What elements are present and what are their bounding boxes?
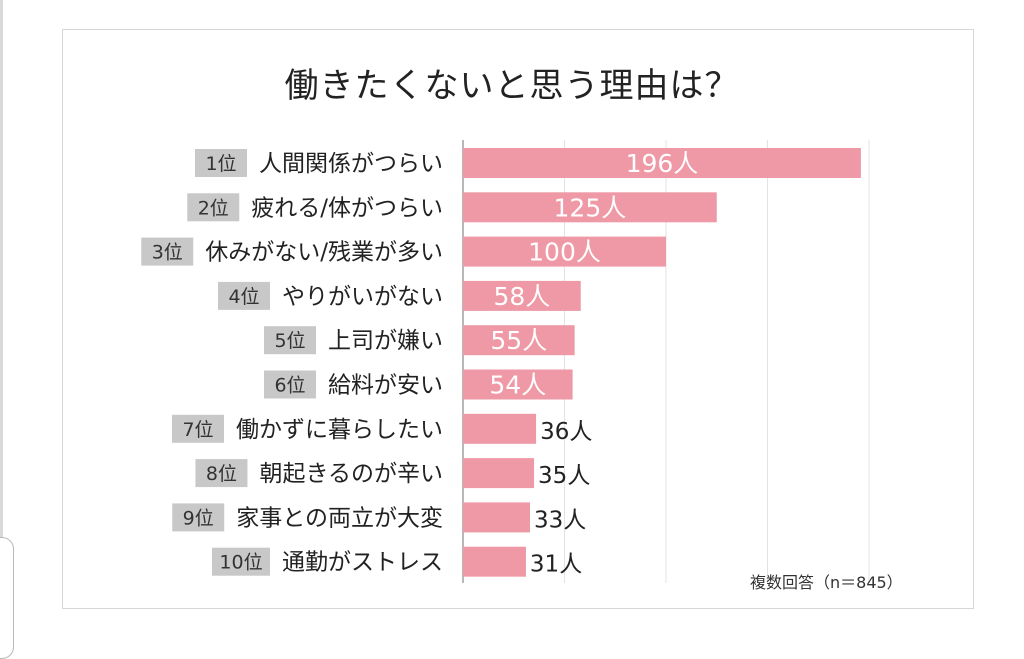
bar bbox=[463, 192, 717, 223]
value-label: 33人 bbox=[534, 507, 586, 533]
rank-label: 4位 bbox=[228, 286, 259, 308]
category-label: 働かずに暮らしたい bbox=[236, 417, 443, 443]
rank-label: 1位 bbox=[205, 153, 236, 175]
rank-label: 10位 bbox=[219, 552, 262, 574]
category-label: やりがいがない bbox=[282, 284, 443, 310]
category-label: 休みがない/残業が多い bbox=[205, 240, 443, 266]
value-label: 54人 bbox=[489, 371, 546, 400]
category-label: 人間関係がつらい bbox=[259, 151, 443, 177]
rank-label: 5位 bbox=[274, 330, 305, 352]
category-label: 家事との両立が大変 bbox=[236, 505, 443, 531]
category-label: 疲れる/体がつらい bbox=[251, 195, 443, 221]
rank-label: 6位 bbox=[274, 375, 305, 397]
value-label: 35人 bbox=[538, 463, 590, 489]
value-label: 36人 bbox=[540, 419, 592, 445]
rank-badge bbox=[141, 237, 194, 266]
rank-badge bbox=[172, 414, 224, 443]
category-label: 朝起きるのが辛い bbox=[259, 461, 443, 487]
rank-badge bbox=[264, 370, 316, 399]
window-edge bbox=[0, 0, 3, 645]
rank-badge bbox=[172, 503, 225, 532]
bar bbox=[463, 236, 666, 267]
rank-label: 3位 bbox=[152, 242, 183, 264]
rank-label: 9位 bbox=[183, 507, 214, 529]
rank-label: 7位 bbox=[182, 419, 213, 441]
value-label: 55人 bbox=[490, 326, 547, 355]
category-label: 通勤がストレス bbox=[282, 550, 443, 576]
bar bbox=[463, 280, 581, 311]
bar bbox=[463, 413, 537, 444]
sample-note: 複数回答（n＝845） bbox=[750, 573, 903, 592]
chart-title: 働きたくないと思う理由は？ bbox=[284, 66, 740, 106]
category-label: 上司が嫌い bbox=[328, 328, 443, 354]
value-label: 100人 bbox=[528, 238, 601, 267]
rank-badge bbox=[218, 281, 270, 310]
rank-badge bbox=[195, 459, 248, 488]
category-label: 給料が安い bbox=[328, 373, 443, 399]
bar bbox=[463, 502, 530, 533]
value-label: 58人 bbox=[493, 282, 550, 311]
rank-badge bbox=[187, 193, 240, 222]
bar bbox=[463, 325, 575, 356]
rank-label: 8位 bbox=[206, 463, 237, 485]
bar bbox=[463, 458, 535, 489]
rank-badge bbox=[212, 547, 270, 576]
rank-badge bbox=[264, 326, 316, 355]
bar bbox=[463, 369, 573, 400]
value-label: 125人 bbox=[554, 193, 627, 222]
value-label: 31人 bbox=[530, 552, 582, 578]
bar bbox=[463, 148, 861, 178]
value-label: 196人 bbox=[626, 149, 699, 178]
bar bbox=[463, 546, 526, 577]
rank-badge bbox=[195, 149, 247, 177]
rank-label: 2位 bbox=[198, 197, 229, 219]
